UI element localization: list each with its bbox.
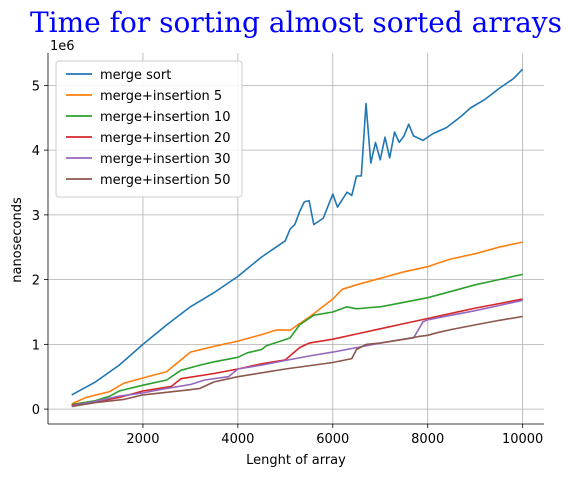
axes [47, 53, 544, 425]
x-tick-label: 8000 [411, 432, 444, 447]
y-tick-label: 3 [32, 209, 40, 224]
series-line-merge-insertion-30 [71, 299, 523, 407]
series-line-merge-sort [71, 68, 524, 396]
y-tick-label: 5 [32, 79, 40, 94]
plot-series [71, 68, 524, 408]
legend-label: merge+insertion 30 [100, 152, 230, 167]
legend-label: merge+insertion 20 [100, 131, 230, 146]
y-tick-label: 1 [32, 338, 40, 353]
series-line-merge-insertion-50 [71, 315, 523, 408]
legend-label: merge sort [100, 68, 171, 83]
tick-labels: 2000 4000 6000 8000 10000 0 1 2 3 4 5 [32, 79, 544, 447]
legend-label: merge+insertion 10 [100, 110, 230, 125]
legend-box [55, 60, 243, 198]
y-tick-label: 2 [32, 274, 40, 289]
x-axis-label: Lenght of array [246, 453, 346, 468]
series-line-merge-insertion-5 [71, 241, 523, 405]
chart-title: Time for sorting almost sorted arrays [30, 6, 562, 39]
legend-label: merge+insertion 5 [100, 89, 222, 104]
series-line-merge-insertion-10 [71, 273, 523, 406]
legend-label: merge+insertion 50 [100, 173, 230, 188]
y-offset-label: 1e6 [50, 39, 75, 54]
y-axis-label: nanoseconds [10, 197, 25, 283]
x-tick-label: 2000 [126, 432, 159, 447]
x-tick-label: 10000 [502, 432, 543, 447]
x-tick-label: 6000 [316, 432, 349, 447]
x-tick-label: 4000 [221, 432, 254, 447]
legend: merge sort merge+insertion 5 merge+inserti… [55, 60, 243, 198]
y-tick-label: 0 [32, 403, 40, 418]
series-line-merge-insertion-20 [71, 298, 523, 406]
y-tick-label: 4 [32, 144, 40, 159]
